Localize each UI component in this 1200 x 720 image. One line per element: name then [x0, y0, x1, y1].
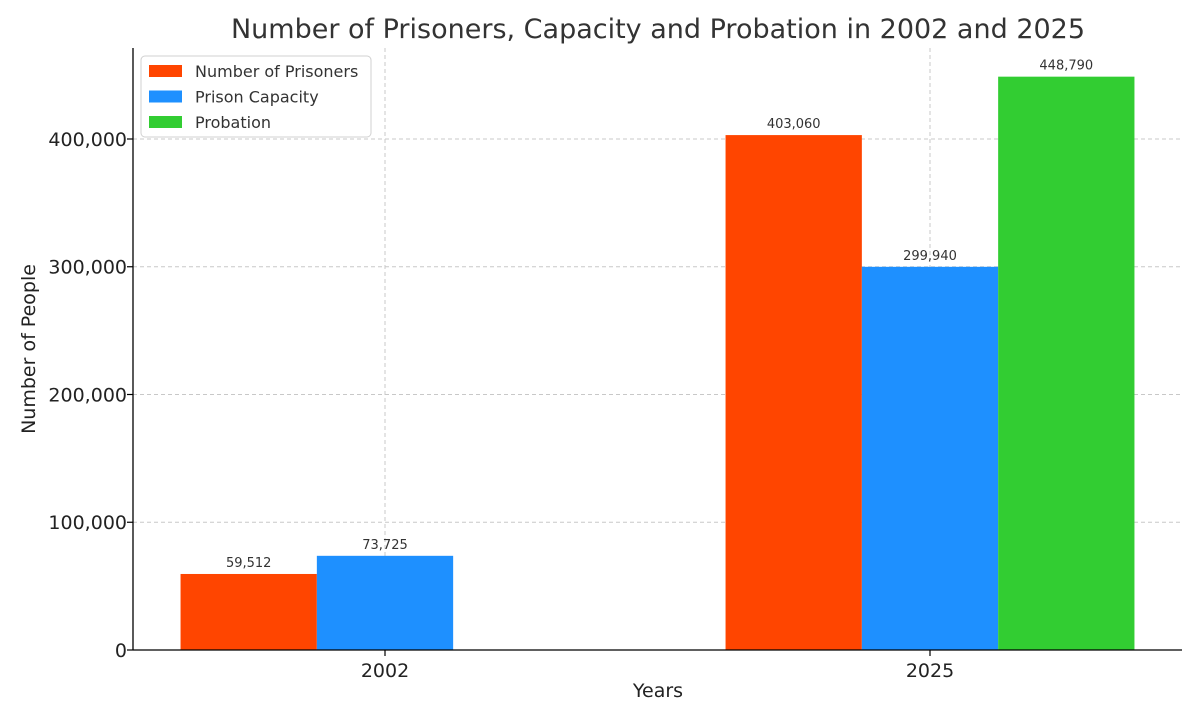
y-tick-label: 400,000 — [48, 129, 127, 151]
axes-layer: 0 100,000 200,000 300,000 400,000 2002 2025 — [48, 48, 1182, 682]
bar-value-label: 299,940 — [903, 249, 957, 264]
legend-label: Number of Prisoners — [195, 62, 358, 81]
x-axis-label: Years — [632, 680, 683, 702]
chart-title: Number of Prisoners, Capacity and Probat… — [231, 14, 1085, 45]
bar — [316, 555, 454, 650]
data-labels-layer: 59,512 403,060 73,725 299,940 448,790 — [226, 59, 1093, 571]
legend-swatch — [149, 65, 182, 77]
legend-label: Prison Capacity — [195, 88, 319, 107]
bar — [861, 266, 999, 650]
bar — [725, 135, 862, 650]
y-tick-label: 300,000 — [48, 257, 127, 279]
legend: Number of Prisoners Prison Capacity Probat… — [140, 55, 372, 138]
bar-value-label: 448,790 — [1039, 59, 1093, 74]
x-tick-label: 2002 — [361, 660, 409, 682]
x-tick-label: 2025 — [906, 660, 954, 682]
bars-layer — [180, 76, 1135, 650]
y-tick-label: 200,000 — [48, 384, 127, 406]
legend-swatch — [149, 116, 182, 128]
legend-box — [140, 55, 372, 138]
bar-value-label: 59,512 — [226, 556, 272, 571]
y-tick-label: 0 — [115, 640, 127, 662]
legend-label: Probation — [195, 113, 271, 132]
bar — [998, 76, 1135, 650]
bar-value-label: 403,060 — [767, 117, 821, 132]
bar — [180, 573, 317, 650]
y-tick-label: 100,000 — [48, 512, 127, 534]
bar-value-label: 73,725 — [362, 538, 408, 553]
legend-swatch — [149, 90, 182, 103]
y-axis-label: Number of People — [18, 264, 40, 434]
